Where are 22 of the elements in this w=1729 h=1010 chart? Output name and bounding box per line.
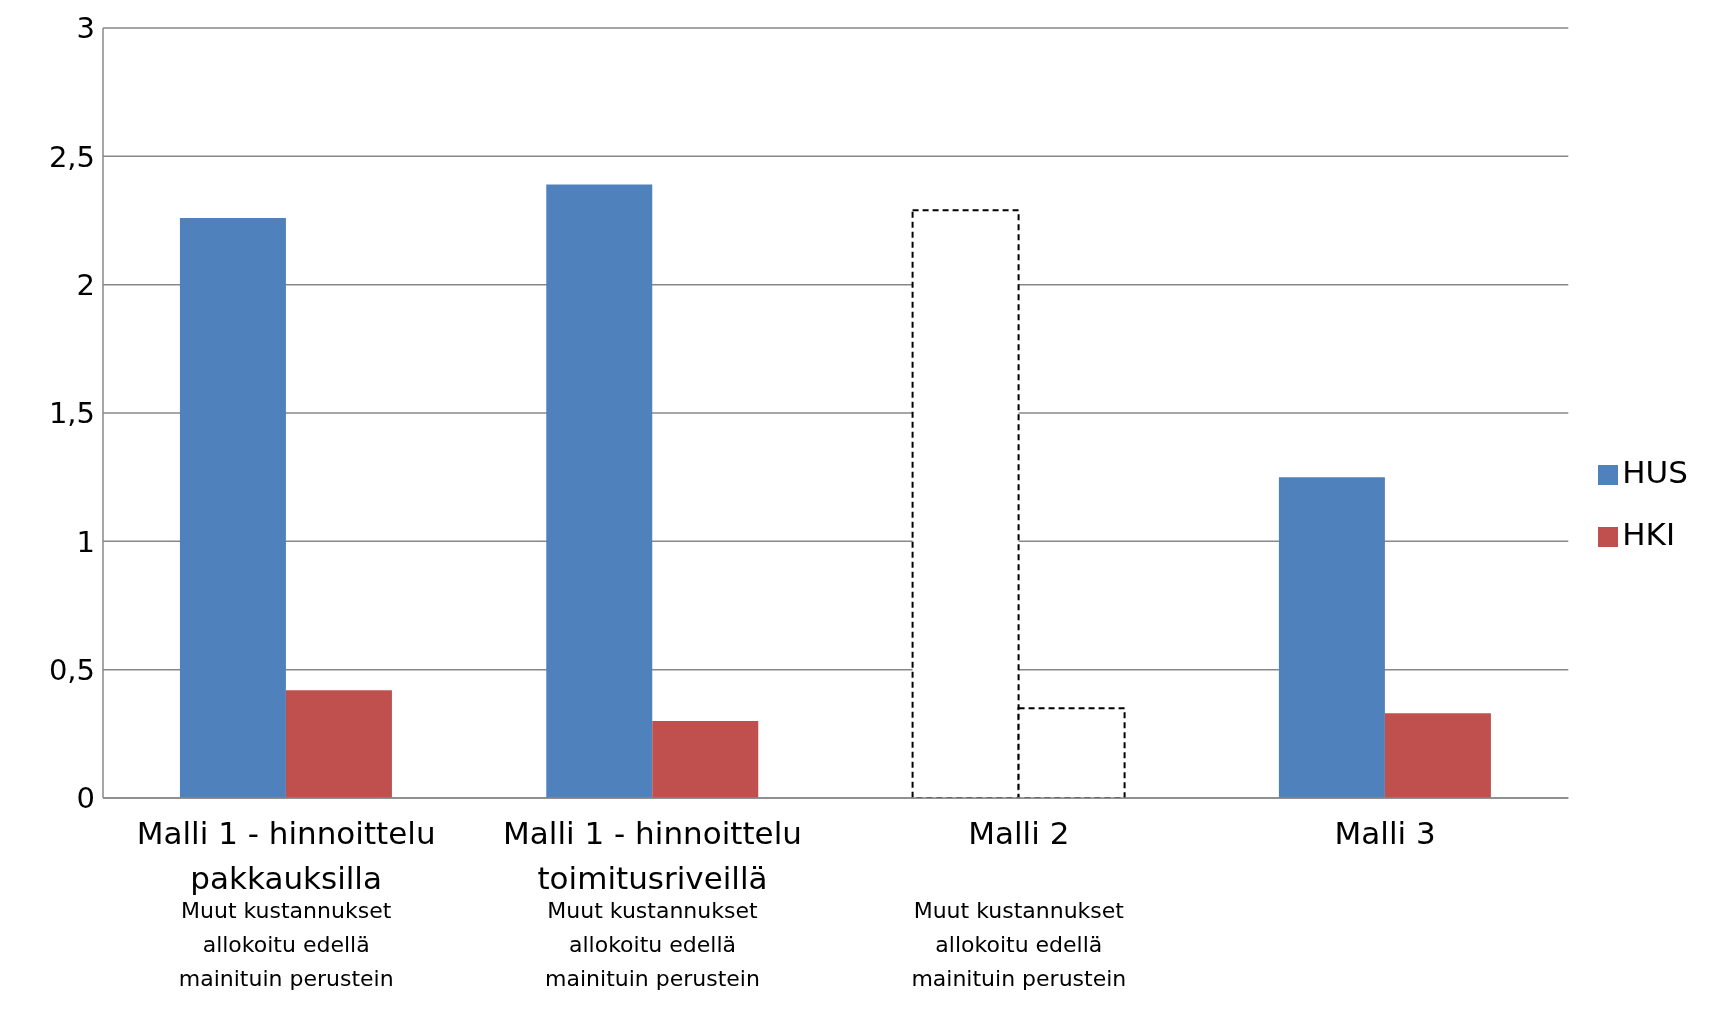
y-tick-label: 2: [76, 267, 95, 302]
y-tick-label: 1,5: [48, 396, 95, 431]
bar: [1278, 477, 1385, 798]
y-tick-label: 1: [76, 524, 95, 559]
legend-label: HKI: [1622, 516, 1676, 552]
bar: [285, 690, 392, 798]
bar: [1384, 713, 1491, 798]
x-tick-label: Malli 3: [1334, 815, 1436, 851]
legend-label: HUS: [1622, 454, 1688, 490]
y-tick-label: 3: [76, 11, 95, 46]
text: Muut kustannukset allokoitu edellä mainituin perustein: [911, 898, 1127, 991]
y-tick-label: 0: [76, 781, 95, 816]
y-tick-label: 0,5: [48, 652, 95, 687]
text: Muut kustannukset allokoitu edellä mainituin perustein: [178, 898, 394, 991]
text: Muut kustannukset allokoitu edellä mainituin perustein: [545, 898, 760, 991]
x-tick-label: Malli 1 - hinnoittelu toimitusriveillä: [503, 815, 802, 896]
x-tick-label: Malli 1 - hinnoittelu pakkauksilla: [136, 815, 436, 896]
y-tick-label: 2,5: [48, 139, 95, 174]
bar: [546, 184, 653, 798]
bar: [652, 721, 759, 798]
bar: [179, 217, 286, 798]
x-tick-label: Malli 2: [968, 815, 1070, 851]
